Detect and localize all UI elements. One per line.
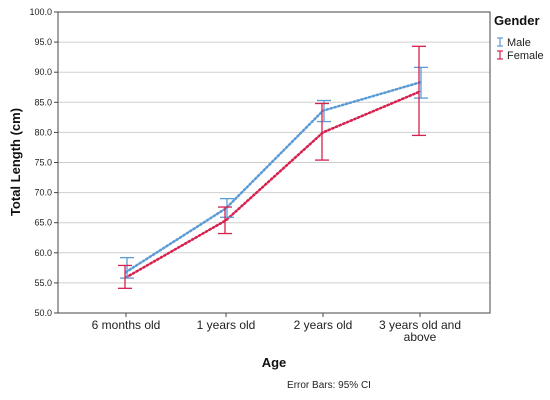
y-axis-title: Total Length (cm) bbox=[8, 108, 23, 216]
x-axis-title: Age bbox=[262, 355, 287, 370]
data-point-male bbox=[225, 207, 227, 209]
y-tick-label: 95.0 bbox=[34, 37, 52, 47]
legend-title: Gender bbox=[494, 13, 540, 28]
x-tick-label: above bbox=[404, 330, 437, 344]
data-point-male bbox=[322, 110, 324, 112]
gridlines bbox=[58, 41, 490, 284]
data-point-female bbox=[225, 219, 227, 221]
legend-item-male: Male bbox=[497, 37, 531, 49]
legend-label: Male bbox=[507, 37, 531, 49]
y-tick-label: 55.0 bbox=[34, 278, 52, 288]
y-axis-ticks: 50.0 55.0 60.0 65.0 70.0 75.0 80.0 85.0 90.0 95.0… bbox=[29, 7, 58, 318]
legend-label: Female bbox=[507, 50, 544, 62]
y-tick-label: 60.0 bbox=[34, 248, 52, 258]
error-bars bbox=[118, 45, 428, 289]
data-point-male bbox=[125, 271, 127, 273]
x-tick-label: 2 years old bbox=[294, 318, 353, 332]
y-tick-label: 65.0 bbox=[34, 218, 52, 228]
y-tick-label: 90.0 bbox=[34, 67, 52, 77]
x-tick-label: 1 years old bbox=[197, 318, 256, 332]
error-bars-footnote: Error Bars: 95% CI bbox=[287, 380, 371, 391]
data-point-female bbox=[419, 90, 421, 92]
y-tick-label: 50.0 bbox=[34, 308, 52, 318]
x-tick-label: 3 years old and bbox=[379, 318, 461, 332]
y-tick-label: 100.0 bbox=[29, 7, 52, 17]
series-line-female bbox=[124, 90, 422, 279]
y-tick-label: 75.0 bbox=[34, 158, 52, 168]
y-tick-label: 70.0 bbox=[34, 188, 52, 198]
series-line-male bbox=[124, 81, 422, 274]
y-tick-label: 80.0 bbox=[34, 127, 52, 137]
data-point-female bbox=[322, 131, 324, 133]
x-tick-label: 6 months old bbox=[92, 318, 161, 332]
legend-item-female: Female bbox=[497, 50, 544, 62]
y-tick-label: 85.0 bbox=[34, 97, 52, 107]
data-point-male bbox=[419, 81, 421, 83]
series-lines bbox=[124, 81, 422, 279]
x-axis-ticks: 6 months old 1 years old 2 years old 3 year… bbox=[92, 313, 461, 344]
